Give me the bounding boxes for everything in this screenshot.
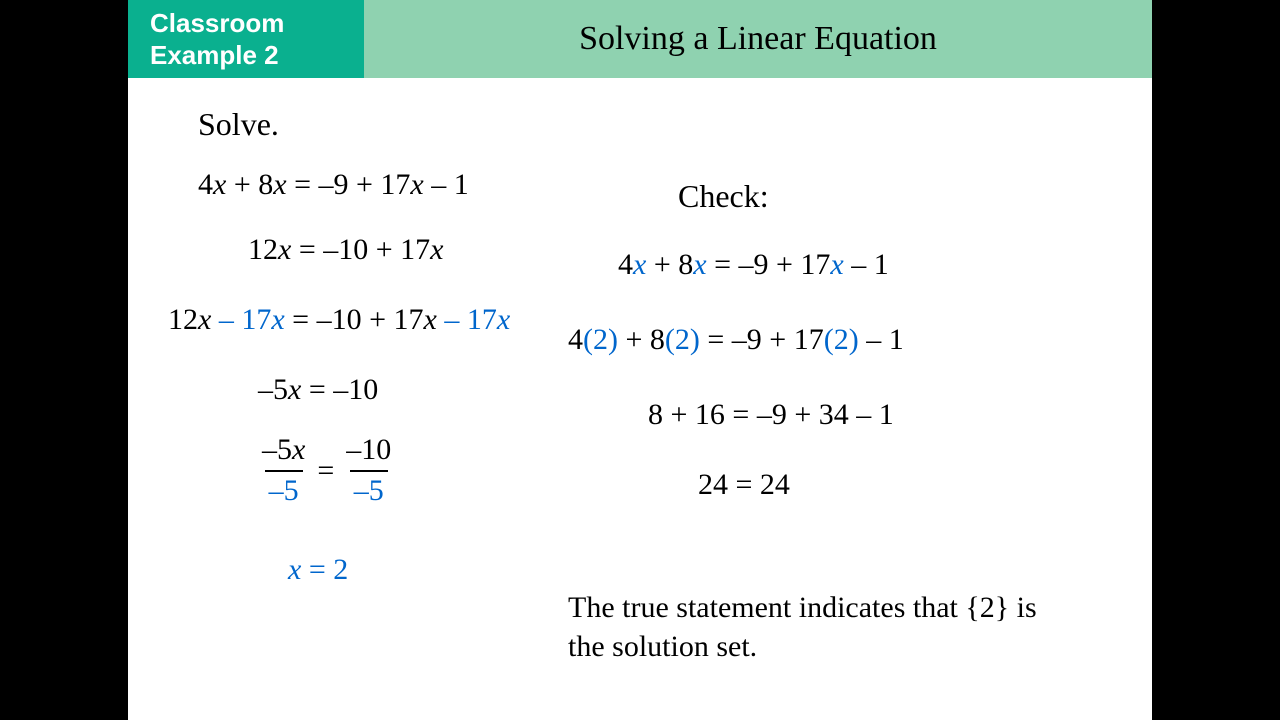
check-eq1: 4x + 8x = –9 + 17x – 1 — [618, 248, 889, 282]
slide: Classroom Example 2 Solving a Linear Equ… — [128, 0, 1152, 720]
header-label-line2: Example 2 — [150, 39, 350, 72]
solve-eq5: –5x –5 = –10 –5 — [258, 433, 395, 508]
check-eq2: 4(2) + 8(2) = –9 + 17(2) – 1 — [568, 323, 904, 357]
slide-header: Classroom Example 2 Solving a Linear Equ… — [128, 0, 1152, 78]
solve-eq1: 4x + 8x = –9 + 17x – 1 — [198, 168, 469, 202]
header-title: Solving a Linear Equation — [364, 0, 1152, 78]
solve-eq3: 12x – 17x = –10 + 17x – 17x — [168, 303, 510, 337]
solve-eq6: x = 2 — [288, 553, 348, 587]
check-eq3: 8 + 16 = –9 + 34 – 1 — [648, 398, 894, 432]
header-label-line1: Classroom — [150, 7, 350, 40]
header-label-box: Classroom Example 2 — [128, 0, 364, 78]
conclusion-text: The true statement indicates that {2} is… — [568, 588, 1048, 666]
solve-eq2: 12x = –10 + 17x — [248, 233, 444, 267]
solve-label: Solve. — [198, 106, 279, 143]
slide-content: Solve. 4x + 8x = –9 + 17x – 1 12x = –10 … — [128, 78, 1152, 720]
check-eq4: 24 = 24 — [698, 468, 790, 502]
solve-eq4: –5x = –10 — [258, 373, 378, 407]
check-label: Check: — [678, 178, 769, 215]
